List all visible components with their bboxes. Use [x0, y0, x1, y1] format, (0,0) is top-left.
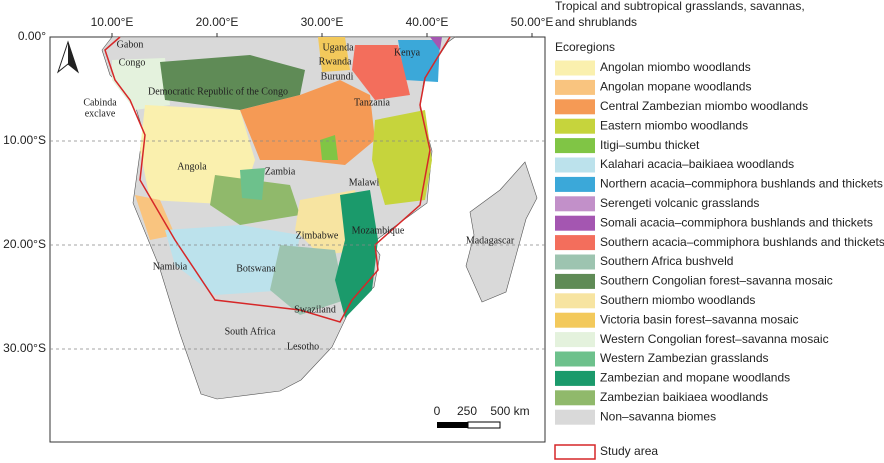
legend-swatch: [555, 235, 595, 251]
country-label: Botswana: [236, 263, 276, 274]
legend-label: Zambezian and mopane woodlands: [600, 371, 790, 385]
legend-swatch: [555, 390, 595, 406]
country-label: Kenya: [394, 47, 421, 58]
study-area-outline: [104, 36, 451, 323]
legend-swatch: [555, 254, 595, 270]
longitude-label: 50.00°E: [511, 15, 554, 29]
country-label: Zambia: [265, 166, 296, 177]
country-label: Mozambique: [352, 225, 405, 236]
legend-label: Southern Africa bushveld: [600, 254, 733, 268]
madagascar: [465, 161, 538, 303]
region: [270, 245, 345, 315]
country-label: Burundi: [321, 71, 354, 82]
country-label: Rwanda: [319, 56, 352, 67]
region: [352, 45, 410, 100]
legend-label: Somali acacia–commiphora bushlands and t…: [600, 215, 873, 229]
legend-label: Southern Congolian forest–savanna mosaic: [600, 274, 833, 288]
legend-swatch: [555, 79, 595, 95]
scale-bar-black: [437, 422, 468, 428]
country-label: Congo: [119, 57, 146, 68]
legend-swatch: [555, 273, 595, 289]
legend-swatch: [555, 312, 595, 328]
legend-heading: Ecoregions: [555, 40, 615, 54]
region: [430, 37, 442, 50]
legend-swatch: [555, 196, 595, 212]
legend-label: Study area: [600, 444, 658, 458]
legend-swatch: [555, 60, 595, 76]
latitude-label: 0.00°: [18, 29, 46, 43]
longitude-label: 20.00°E: [196, 15, 239, 29]
legend-swatch: [555, 409, 595, 425]
legend-label: Southern miombo woodlands: [600, 293, 755, 307]
country-label: exclave: [85, 108, 116, 119]
legend-label: Non–savanna biomes: [600, 409, 716, 423]
legend-label: Eastern miombo woodlands: [600, 118, 748, 132]
legend-label: Northern acacia–commiphora bushlands and…: [600, 177, 883, 191]
legend-label: Itigi–sumbu thicket: [600, 138, 700, 152]
country-label: Madagascar: [466, 235, 515, 246]
legend-label: Central Zambezian miombo woodlands: [600, 99, 808, 113]
legend-title: Tropical and subtropical grasslands, sav…: [555, 0, 805, 13]
longitude-label: 10.00°E: [91, 15, 134, 29]
legend-swatch: [555, 215, 595, 231]
region: [210, 175, 300, 225]
region: [135, 195, 175, 240]
scale-bar-label: 0: [434, 404, 441, 418]
country-label: Swaziland: [294, 304, 336, 315]
region: [318, 37, 350, 72]
legend-swatch: [555, 176, 595, 192]
longitude-label: 30.00°E: [301, 15, 344, 29]
latitude-label: 20.00°S: [3, 237, 46, 251]
region: [112, 58, 170, 110]
legend-swatch: [555, 351, 595, 367]
legend-label: Zambezian baikiaea woodlands: [600, 390, 768, 404]
legend-label: Kalahari acacia–baikiaea woodlands: [600, 157, 794, 171]
legend-label: Western Zambezian grasslands: [600, 351, 769, 365]
longitude-label: 40.00°E: [406, 15, 449, 29]
region: [240, 80, 375, 165]
scale-bar-label: 250: [457, 404, 477, 418]
legend-swatch: [555, 157, 595, 173]
latitude-label: 10.00°S: [3, 133, 46, 147]
country-label: South Africa: [225, 326, 276, 337]
country-label: Lesotho: [287, 341, 319, 352]
legend-swatch: [555, 370, 595, 386]
region: [160, 55, 305, 110]
legend-title: and shrublands: [555, 15, 637, 29]
region: [240, 168, 265, 200]
region: [372, 110, 432, 205]
region: [335, 190, 378, 318]
region: [165, 225, 300, 295]
country-label: Uganda: [322, 42, 354, 53]
legend-label: Angolan mopane woodlands: [600, 80, 751, 94]
legend-label: Western Congolian forest–savanna mosaic: [600, 332, 829, 346]
country-label: Angola: [177, 161, 207, 172]
north-arrow: [56, 40, 80, 74]
country-label: Tanzania: [354, 97, 391, 108]
legend-swatch: [555, 293, 595, 309]
legend-label: Victoria basin forest–savanna mosaic: [600, 312, 799, 326]
legend-swatch: [555, 332, 595, 348]
legend-label: Serengeti volcanic grasslands: [600, 196, 759, 210]
country-label: Gabon: [117, 39, 144, 50]
country-label: Cabinda: [83, 97, 117, 108]
scale-bar-label: 500 km: [490, 404, 529, 418]
scale-bar-white: [467, 421, 501, 429]
country-label: Malawi: [349, 177, 380, 188]
legend-swatch: [554, 444, 596, 460]
country-label: Zimbabwe: [296, 230, 339, 241]
map-frame: [49, 36, 546, 443]
legend-swatch: [555, 138, 595, 154]
legend-swatch: [555, 118, 595, 134]
ecoregions: [112, 37, 442, 318]
latitude-label: 30.00°S: [3, 341, 46, 355]
country-label: Namibia: [153, 261, 188, 272]
legend-label: Angolan miombo woodlands: [600, 60, 751, 74]
legend-label: Southern acacia–commiphora bushlands and…: [600, 235, 884, 249]
country-label: Democratic Republic of the Congo: [148, 86, 288, 97]
legend-swatch: [555, 99, 595, 115]
